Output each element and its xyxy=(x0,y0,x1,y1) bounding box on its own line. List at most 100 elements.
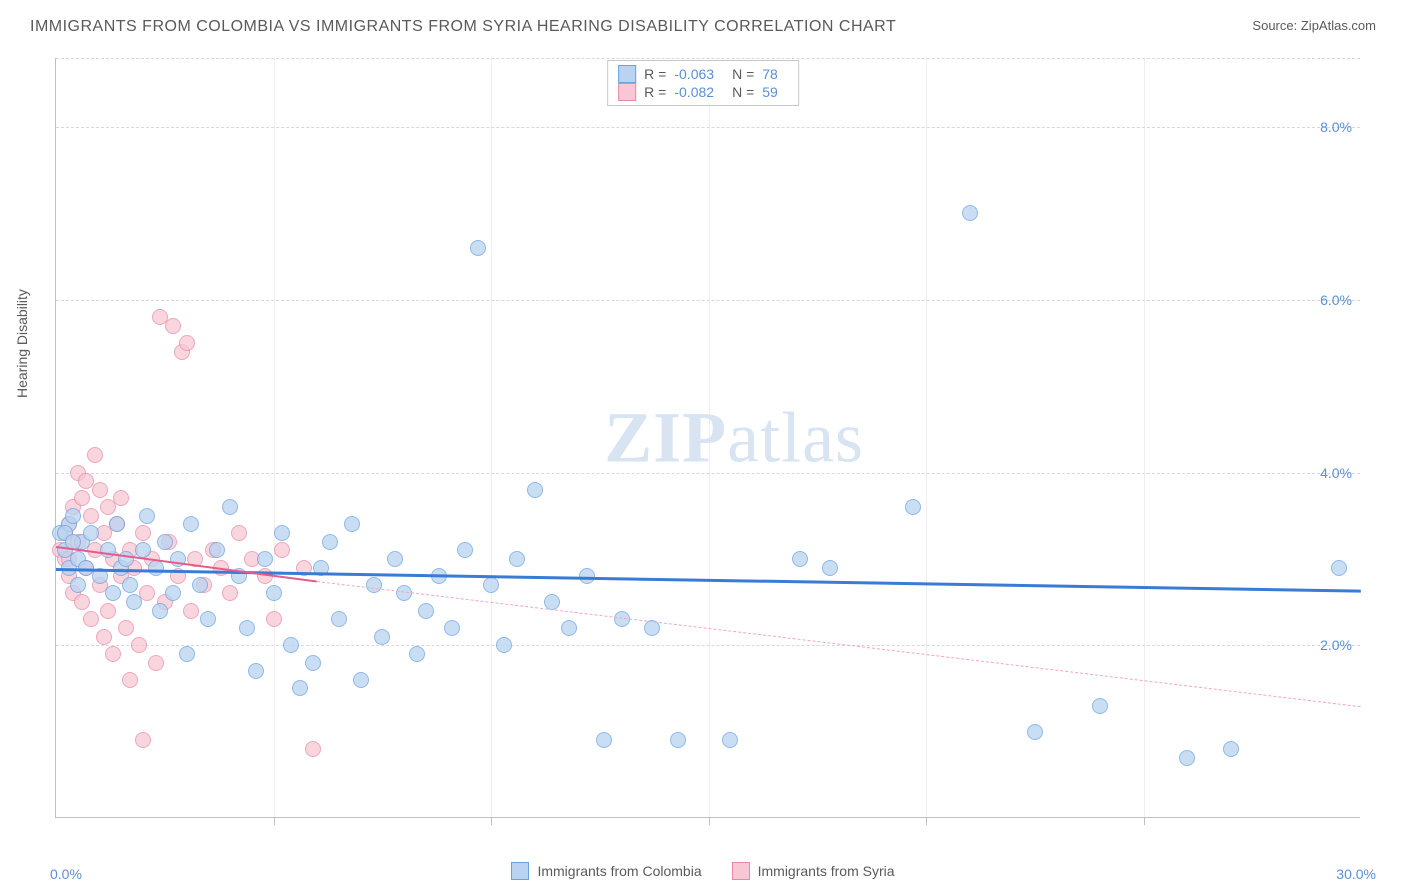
data-point xyxy=(135,732,151,748)
data-point xyxy=(322,534,338,550)
legend-swatch xyxy=(511,862,529,880)
data-point xyxy=(222,499,238,515)
data-point xyxy=(274,542,290,558)
data-point xyxy=(179,646,195,662)
data-point xyxy=(496,637,512,653)
data-point xyxy=(200,611,216,627)
gridline-vertical xyxy=(1144,58,1145,817)
data-point xyxy=(266,611,282,627)
chart-title: IMMIGRANTS FROM COLOMBIA VS IMMIGRANTS F… xyxy=(30,18,896,36)
legend-swatch xyxy=(618,65,636,83)
data-point xyxy=(1331,560,1347,576)
y-tick-label: 6.0% xyxy=(1320,292,1352,308)
stat-n-label: N = xyxy=(732,66,754,82)
data-point xyxy=(179,335,195,351)
stat-r-label: R = xyxy=(644,66,666,82)
y-tick-label: 8.0% xyxy=(1320,119,1352,135)
data-point xyxy=(118,551,134,567)
data-point xyxy=(183,603,199,619)
legend-swatch xyxy=(618,83,636,101)
data-point xyxy=(105,646,121,662)
data-point xyxy=(165,318,181,334)
legend-item: Immigrants from Colombia xyxy=(511,862,701,880)
gridline-vertical xyxy=(709,58,710,817)
stat-r-value: -0.082 xyxy=(674,84,714,100)
data-point xyxy=(83,508,99,524)
data-point xyxy=(353,672,369,688)
data-point xyxy=(122,672,138,688)
data-point xyxy=(231,525,247,541)
data-point xyxy=(1223,741,1239,757)
data-point xyxy=(100,603,116,619)
watermark: ZIPatlas xyxy=(604,396,864,479)
plot-area: ZIPatlas 2.0%4.0%6.0%8.0% xyxy=(55,58,1360,818)
x-tick xyxy=(491,817,492,825)
data-point xyxy=(209,542,225,558)
data-point xyxy=(257,551,273,567)
data-point xyxy=(118,620,134,636)
data-point xyxy=(87,447,103,463)
data-point xyxy=(83,525,99,541)
x-tick xyxy=(274,817,275,825)
stat-n-label: N = xyxy=(732,84,754,100)
data-point xyxy=(387,551,403,567)
data-point xyxy=(1092,698,1108,714)
data-point xyxy=(239,620,255,636)
stat-n-value: 78 xyxy=(762,66,778,82)
data-point xyxy=(722,732,738,748)
y-tick-label: 2.0% xyxy=(1320,637,1352,653)
legend-swatch xyxy=(732,862,750,880)
data-point xyxy=(292,680,308,696)
x-max-label: 30.0% xyxy=(1336,866,1376,882)
data-point xyxy=(305,655,321,671)
x-tick xyxy=(1144,817,1145,825)
data-point xyxy=(444,620,460,636)
legend-label: Immigrants from Colombia xyxy=(537,863,701,879)
data-point xyxy=(157,534,173,550)
source-citation: Source: ZipAtlas.com xyxy=(1252,18,1376,33)
x-min-label: 0.0% xyxy=(50,866,82,882)
data-point xyxy=(131,637,147,653)
data-point xyxy=(96,629,112,645)
data-point xyxy=(396,585,412,601)
x-tick xyxy=(709,817,710,825)
source-label: Source: xyxy=(1252,18,1297,33)
legend-label: Immigrants from Syria xyxy=(758,863,895,879)
data-point xyxy=(152,603,168,619)
legend-stats: R = -0.063 N = 78R = -0.082 N = 59 xyxy=(607,60,799,106)
data-point xyxy=(283,637,299,653)
data-point xyxy=(165,585,181,601)
data-point xyxy=(74,490,90,506)
data-point xyxy=(305,741,321,757)
data-point xyxy=(1027,724,1043,740)
data-point xyxy=(192,577,208,593)
stat-r-value: -0.063 xyxy=(674,66,714,82)
legend-series: Immigrants from Colombia Immigrants from … xyxy=(0,862,1406,880)
data-point xyxy=(139,508,155,524)
data-point xyxy=(100,542,116,558)
legend-item: Immigrants from Syria xyxy=(732,862,895,880)
source-link[interactable]: ZipAtlas.com xyxy=(1301,18,1376,33)
data-point xyxy=(122,577,138,593)
data-point xyxy=(65,508,81,524)
data-point xyxy=(70,577,86,593)
stat-n-value: 59 xyxy=(762,84,778,100)
data-point xyxy=(596,732,612,748)
data-point xyxy=(92,482,108,498)
data-point xyxy=(366,577,382,593)
data-point xyxy=(418,603,434,619)
gridline-vertical xyxy=(274,58,275,817)
data-point xyxy=(83,611,99,627)
legend-stat-row: R =-0.082N =59 xyxy=(618,83,788,101)
gridline-vertical xyxy=(926,58,927,817)
legend-stat-row: R = -0.063 N = 78 xyxy=(618,65,788,83)
data-point xyxy=(248,663,264,679)
data-point xyxy=(509,551,525,567)
data-point xyxy=(483,577,499,593)
data-point xyxy=(822,560,838,576)
data-point xyxy=(222,585,238,601)
data-point xyxy=(74,594,90,610)
data-point xyxy=(113,490,129,506)
data-point xyxy=(614,611,630,627)
data-point xyxy=(126,594,142,610)
